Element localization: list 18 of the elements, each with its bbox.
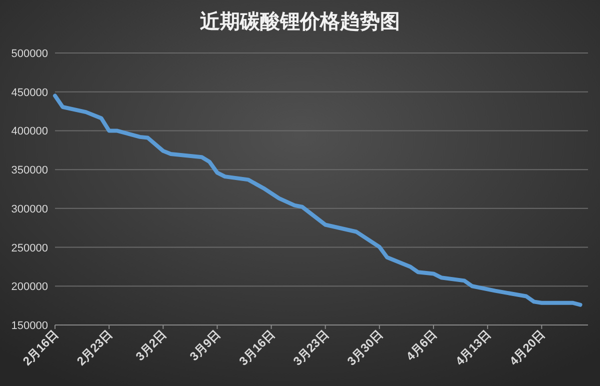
y-tick-label: 500000 [11,48,48,60]
x-tick-label: 3月9日 [187,327,224,364]
x-tick-label: 3月2日 [132,327,170,364]
x-tick-label: 4月20日 [506,327,548,368]
y-tick-label: 300000 [11,203,48,216]
x-tick-label: 2月23日 [74,327,116,368]
x-tick-label: 3月16日 [236,327,278,368]
x-tick-label: 3月30日 [344,327,386,368]
y-tick-label: 150000 [11,320,48,332]
x-tick-label: 4月6日 [403,327,440,364]
y-tick-label: 350000 [11,164,48,177]
x-tick-label: 3月23日 [290,327,332,368]
y-tick-label: 450000 [11,86,48,99]
chart-title: 近期碳酸锂价格趋势图 [199,10,400,33]
x-tick-label: 4月13日 [452,327,494,368]
y-tick-label: 200000 [11,281,48,294]
y-tick-label: 250000 [11,242,48,254]
y-tick-label: 400000 [11,126,48,138]
